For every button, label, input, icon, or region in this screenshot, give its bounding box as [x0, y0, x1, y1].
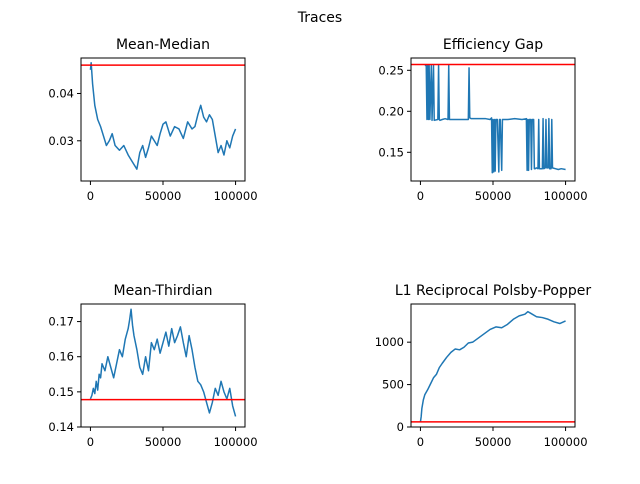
x-tick-label: 0 [87, 189, 94, 203]
x-tick-label: 100000 [214, 189, 258, 203]
x-tick-label: 100000 [214, 435, 258, 449]
x-tick-label: 0 [87, 435, 94, 449]
x-tick-label: 100000 [544, 435, 588, 449]
x-tick-label: 50000 [475, 189, 512, 203]
y-tick-label: 0.15 [48, 385, 74, 399]
trace-line [419, 310, 566, 423]
x-tick-label: 100000 [544, 189, 588, 203]
x-tick-label: 0 [417, 435, 424, 449]
y-tick-label: 0.25 [378, 63, 404, 77]
y-tick-label: 0.03 [48, 134, 74, 148]
trace-line [424, 64, 566, 174]
trace-line [89, 308, 237, 417]
y-tick-label: 0.15 [378, 145, 404, 159]
x-tick-label: 0 [417, 189, 424, 203]
x-tick-label: 50000 [145, 435, 182, 449]
panel-title: L1 Reciprocal Polsby-Popper [395, 283, 592, 299]
y-tick-label: 0.04 [48, 86, 74, 100]
panel-mean-median: Mean-Median 0 50000 100000 0.03 0.04 [48, 37, 257, 203]
panel-title: Efficiency Gap [443, 37, 543, 53]
y-tick-label: 0.14 [48, 420, 74, 434]
figure-title: Traces [297, 10, 342, 26]
x-tick-label: 50000 [145, 189, 182, 203]
x-tick-label: 50000 [475, 435, 512, 449]
y-tick-label: 0 [397, 420, 404, 434]
trace-line [89, 61, 237, 170]
y-tick-label: 0.20 [378, 104, 404, 118]
panel-l1-reciprocal-polsby-popper: L1 Reciprocal Polsby-Popper 0 50000 100000 0… [375, 283, 592, 449]
panel-title: Mean-Median [116, 37, 210, 53]
y-tick-label: 0.16 [48, 350, 74, 364]
panel-efficiency-gap: Efficiency Gap 0 50000 100000 0.15 0.20 0.25 [378, 37, 587, 203]
y-tick-label: 1000 [375, 335, 404, 349]
panel-mean-thirdian: Mean-Thirdian 0 50000 100000 0.14 0.15 0.16 0.1… [48, 283, 257, 449]
y-tick-label: 500 [382, 378, 404, 392]
axes-frame [80, 57, 246, 182]
y-tick-label: 0.17 [48, 315, 74, 329]
axes-frame [410, 303, 576, 428]
panel-title: Mean-Thirdian [114, 283, 213, 299]
